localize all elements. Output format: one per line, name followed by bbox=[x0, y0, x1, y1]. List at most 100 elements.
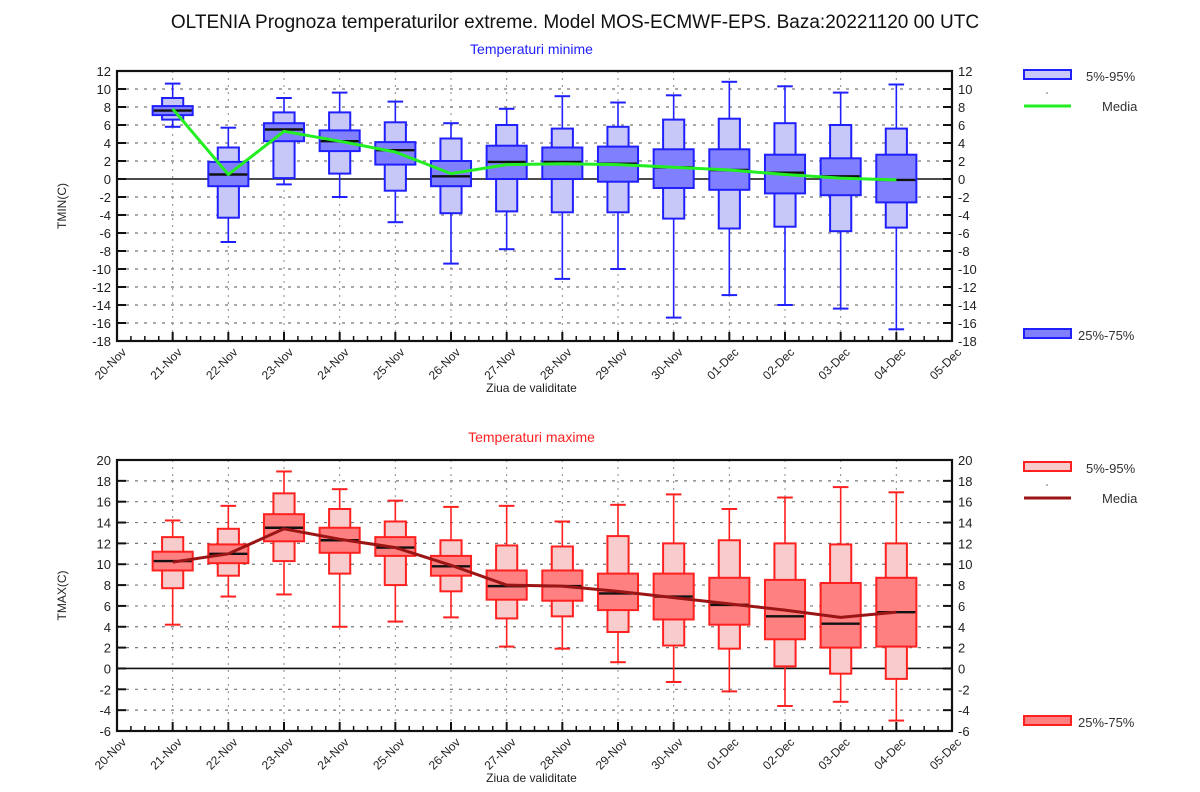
box-29-Nov bbox=[596, 503, 640, 664]
y-tick-label-left: 2 bbox=[104, 154, 111, 169]
x-tick-label: 29-Nov bbox=[593, 345, 630, 382]
x-tick-label: 27-Nov bbox=[482, 735, 519, 772]
legend-label-25-75: 25%-75% bbox=[1078, 328, 1135, 343]
y-tick-label-left: -12 bbox=[92, 280, 111, 295]
y-tick-label-right: 18 bbox=[958, 474, 972, 489]
y-tick-label-left: 4 bbox=[104, 620, 111, 635]
legend-label-25-75: 25%-75% bbox=[1078, 715, 1135, 730]
y-tick-label-left: 4 bbox=[104, 136, 111, 151]
x-tick-label: 04-Dec bbox=[871, 735, 908, 772]
x-tick-label: 25-Nov bbox=[370, 735, 407, 772]
box-01-Dec bbox=[708, 507, 751, 693]
x-tick-label: 01-Dec bbox=[704, 735, 741, 772]
x-tick-label: 25-Nov bbox=[370, 345, 407, 382]
y-tick-label-right: 4 bbox=[958, 620, 965, 635]
x-tick-label: 24-Nov bbox=[315, 345, 352, 382]
y-tick-label-right: -14 bbox=[958, 298, 977, 313]
y-tick-label-right: -10 bbox=[958, 262, 977, 277]
box-27-Nov bbox=[485, 107, 528, 251]
y-tick-label-right: -2 bbox=[958, 682, 970, 697]
box-04-Dec bbox=[875, 491, 918, 722]
x-tick-label: 05-Dec bbox=[927, 735, 964, 772]
y-tick-label-right: -6 bbox=[958, 724, 970, 739]
box-23-Nov bbox=[262, 470, 306, 596]
legend: 5%-95% Media 25%-75% bbox=[1023, 69, 1138, 343]
y-tick-label-right: 6 bbox=[958, 118, 965, 133]
y-tick-label-right: -4 bbox=[958, 208, 970, 223]
plot-frame bbox=[115, 69, 954, 343]
x-tick-label: 30-Nov bbox=[649, 735, 686, 772]
y-tick-label-left: 18 bbox=[97, 474, 111, 489]
x-tick-label: 27-Nov bbox=[482, 345, 519, 382]
y-axis-label: TMAX(C) bbox=[55, 571, 69, 621]
y-tick-label-right: 2 bbox=[958, 641, 965, 656]
y-tick-label-right: -16 bbox=[958, 316, 977, 331]
y-tick-label-left: -8 bbox=[99, 244, 111, 259]
x-tick-label: 20-Nov bbox=[92, 735, 129, 772]
x-tick-label: 29-Nov bbox=[593, 735, 630, 772]
y-tick-label-right: 16 bbox=[958, 495, 972, 510]
y-tick-label-right: 0 bbox=[958, 661, 965, 676]
x-tick-label: 21-Nov bbox=[148, 345, 185, 382]
box-01-Dec bbox=[708, 80, 751, 297]
legend-label-5-95: 5%-95% bbox=[1086, 461, 1136, 476]
y-tick-label-right: 10 bbox=[958, 557, 972, 572]
y-tick-label-left: 16 bbox=[97, 495, 111, 510]
box-21-Nov bbox=[151, 519, 194, 626]
y-tick-label-left: 10 bbox=[97, 557, 111, 572]
y-tick-label-right: 20 bbox=[958, 453, 972, 468]
y-tick-label-left: 6 bbox=[104, 118, 111, 133]
y-tick-label-left: 14 bbox=[97, 516, 111, 531]
legend-label-5-95: 5%-95% bbox=[1086, 69, 1136, 84]
legend-label-mean: Media bbox=[1102, 99, 1138, 114]
y-tick-label-right: 12 bbox=[958, 64, 972, 79]
y-tick-label-left: 8 bbox=[104, 578, 111, 593]
box-22-Nov bbox=[207, 126, 250, 243]
y-tick-label-left: 6 bbox=[104, 599, 111, 614]
y-tick-label-left: -18 bbox=[92, 334, 111, 349]
x-tick-label: 23-Nov bbox=[259, 345, 296, 382]
y-tick-label-right: -12 bbox=[958, 280, 977, 295]
x-tick-label: 22-Nov bbox=[203, 345, 240, 382]
y-tick-label-right: -2 bbox=[958, 190, 970, 205]
x-tick-label: 01-Dec bbox=[704, 345, 741, 382]
y-tick-label-left: 0 bbox=[104, 172, 111, 187]
x-tick-label: 02-Dec bbox=[760, 345, 797, 382]
y-tick-label-right: 4 bbox=[958, 136, 965, 151]
box-26-Nov bbox=[429, 122, 473, 265]
legend-swatch-25-75 bbox=[1023, 328, 1072, 339]
y-tick-label-right: 12 bbox=[958, 536, 972, 551]
box-02-Dec bbox=[763, 85, 807, 306]
x-tick-label: 28-Nov bbox=[537, 735, 574, 772]
x-tick-label: 04-Dec bbox=[871, 345, 908, 382]
y-tick-label-left: 20 bbox=[97, 453, 111, 468]
y-tick-label-left: -16 bbox=[92, 316, 111, 331]
plot-frame bbox=[115, 458, 954, 733]
y-tick-label-right: 2 bbox=[958, 154, 965, 169]
legend-dot bbox=[1046, 484, 1048, 486]
y-tick-label-left: -10 bbox=[92, 262, 111, 277]
y-tick-label-left: -6 bbox=[99, 226, 111, 241]
x-axis-label: Ziua de validitate bbox=[486, 381, 577, 395]
y-tick-label-left: -4 bbox=[99, 703, 111, 718]
y-tick-label-right: 8 bbox=[958, 578, 965, 593]
box-27-Nov bbox=[485, 504, 528, 648]
y-tick-label-right: -6 bbox=[958, 226, 970, 241]
box-03-Dec bbox=[819, 91, 862, 310]
y-tick-label-left: 12 bbox=[97, 64, 111, 79]
y-tick-label-left: 10 bbox=[97, 82, 111, 97]
x-tick-label: 20-Nov bbox=[92, 345, 129, 382]
tmin-chart: Temperaturi minime 12 12 10 10 8 8 6 6 4 4 2 2 0 0 -2 -2… bbox=[55, 41, 1138, 395]
y-tick-label-right: -18 bbox=[958, 334, 977, 349]
y-tick-label-right: 6 bbox=[958, 599, 965, 614]
box-22-Nov bbox=[207, 504, 250, 598]
mean-line bbox=[172, 527, 897, 619]
y-tick-label-left: -14 bbox=[92, 298, 111, 313]
legend-swatch-5-95 bbox=[1023, 69, 1072, 80]
mean-line bbox=[171, 107, 897, 182]
y-tick-label-right: -4 bbox=[958, 703, 970, 718]
box-04-Dec bbox=[875, 83, 918, 331]
figure-title: OLTENIA Prognoza temperaturilor extreme.… bbox=[171, 12, 979, 33]
